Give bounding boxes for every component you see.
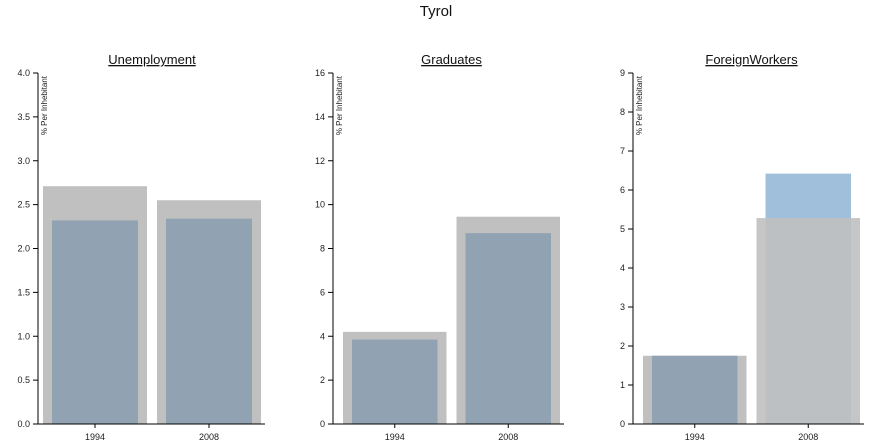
panel-title: Unemployment (108, 52, 196, 67)
chart-main-title: Tyrol (419, 3, 453, 20)
y-tick-label: 4 (320, 331, 325, 341)
x-tick-label: 1994 (85, 432, 105, 442)
bar-inner-1994 (52, 220, 138, 424)
y-tick-label: 1.5 (17, 287, 30, 297)
y-tick-label: 4.0 (17, 68, 30, 78)
y-tick-label: 3.5 (17, 112, 30, 122)
y-tick-label: 0 (320, 419, 325, 429)
bar-outer-2008 (756, 218, 860, 424)
y-tick-label: 10 (315, 200, 325, 210)
y-tick-label: 16 (315, 68, 325, 78)
y-tick-label: 1.0 (17, 331, 30, 341)
y-tick-label: 3.0 (17, 156, 30, 166)
y-axis-label: % Per Inhebitant (635, 75, 644, 135)
y-tick-label: 4 (620, 263, 625, 273)
y-tick-label: 0.5 (17, 375, 30, 385)
y-tick-label: 2 (620, 341, 625, 351)
x-tick-label: 1994 (385, 432, 405, 442)
y-tick-label: 14 (315, 112, 325, 122)
x-tick-label: 2008 (498, 432, 518, 442)
y-tick-label: 2.5 (17, 200, 30, 210)
y-tick-label: 6 (620, 185, 625, 195)
y-axis-label: % Per Inhebitant (335, 75, 344, 135)
x-tick-label: 2008 (798, 432, 818, 442)
y-tick-label: 7 (620, 146, 625, 156)
y-tick-label: 8 (320, 244, 325, 254)
bar-inner-2008 (465, 233, 551, 424)
y-tick-label: 2.0 (17, 244, 30, 254)
y-tick-label: 9 (620, 68, 625, 78)
panel-title: Graduates (421, 52, 482, 67)
y-tick-label: 5 (620, 224, 625, 234)
y-tick-label: 3 (620, 302, 625, 312)
bar-inner-1994 (352, 339, 438, 424)
y-tick-label: 12 (315, 156, 325, 166)
y-tick-label: 6 (320, 287, 325, 297)
y-tick-label: 0.0 (17, 419, 30, 429)
x-tick-label: 1994 (685, 432, 705, 442)
x-tick-label: 2008 (199, 432, 219, 442)
panel-title: ForeignWorkers (705, 52, 798, 67)
y-tick-label: 2 (320, 375, 325, 385)
y-tick-label: 8 (620, 107, 625, 117)
bar-inner-2008 (166, 218, 252, 424)
y-tick-label: 1 (620, 380, 625, 390)
bar-inner-1994 (652, 355, 738, 424)
y-axis-label: % Per Inhebitant (40, 75, 49, 135)
y-tick-label: 0 (620, 419, 625, 429)
